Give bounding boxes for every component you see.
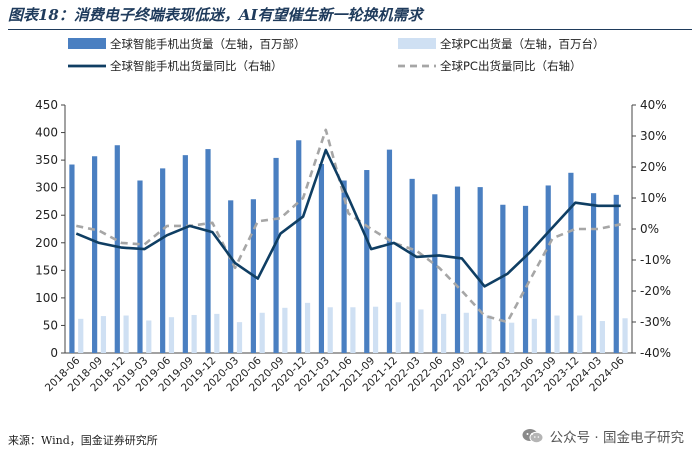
phone-shipment-bar [296, 140, 302, 353]
pc-shipment-bar [168, 317, 175, 353]
pc-shipment-bar [486, 315, 492, 353]
phone-shipment-bar [69, 164, 75, 353]
phone-shipment-bar [318, 163, 325, 353]
pc-shipment-bar [100, 316, 107, 353]
wechat-icon [522, 429, 544, 444]
legend-pc-yoy: 全球PC出货量同比（右轴） [398, 59, 581, 73]
phone-shipment-bar [228, 200, 234, 353]
right-tick-label: 20% [640, 160, 667, 174]
legend: 全球智能手机出货量（左轴，百万部） 全球PC出货量（左轴，百万台） 全球智能手机出货… [68, 37, 604, 73]
lines [75, 128, 621, 324]
phone-shipment-bar [522, 205, 529, 353]
phone-shipment-bar [364, 170, 370, 353]
source-note: 来源：Wind，国金证券研究所 [8, 434, 158, 447]
left-tick-label: 200 [35, 236, 58, 250]
title-row: 图表18：消费电子终端表现低迷，AI有望催生新一轮换机需求 [8, 4, 692, 28]
phone-yoy-line [75, 148, 621, 288]
chart: 全球智能手机出货量（左轴，百万部） 全球PC出货量（左轴，百万台） 全球智能手机出货… [35, 37, 671, 394]
legend-phone-yoy: 全球智能手机出货量同比（右轴） [68, 59, 283, 73]
pc-shipment-bar [599, 321, 605, 353]
right-tick-label: 30% [640, 129, 667, 143]
bars [69, 140, 628, 353]
legend-label: 全球智能手机出货量同比（右轴） [110, 59, 283, 73]
pc-shipment-bar [123, 315, 129, 353]
left-tick-label: 300 [35, 181, 58, 195]
phone-shipment-bar [160, 168, 166, 353]
pc-shipment-bar [146, 320, 152, 353]
left-tick-label: 350 [35, 153, 58, 167]
right-tick-label: -40% [640, 346, 671, 360]
legend-pc-shipment: 全球PC出货量（左轴，百万台） [398, 37, 604, 51]
right-tick-label: -10% [640, 253, 671, 267]
legend-swatch [68, 38, 106, 49]
legend-phone-shipment: 全球智能手机出货量（左轴，百万部） [68, 37, 306, 51]
pc-shipment-bar [418, 309, 424, 353]
pc-shipment-bar [78, 318, 84, 353]
phone-shipment-bar [114, 145, 120, 353]
pc-shipment-bar [304, 302, 311, 353]
phone-shipment-bar [273, 157, 279, 353]
watermark-text: 公众号 · 国金电子研究 [549, 430, 684, 446]
phone-shipment-bar [454, 186, 461, 353]
phone-shipment-bar [341, 180, 347, 353]
pc-shipment-bar [350, 307, 356, 353]
right-tick-label: 10% [640, 191, 667, 205]
pc-shipment-bar [395, 302, 401, 353]
pc-shipment-bar [327, 307, 333, 353]
legend-swatch [398, 38, 436, 49]
pc-yoy-line [76, 128, 621, 324]
x-axis-ticks: 2018-062018-092018-122019-032019-062019-… [43, 354, 627, 394]
phone-shipment-bar [545, 185, 551, 353]
pc-shipment-bar [622, 318, 628, 353]
pc-shipment-bar [372, 306, 379, 353]
title-divider [8, 29, 692, 30]
phone-shipment-bar [500, 204, 506, 353]
phone-shipment-bar [182, 155, 188, 353]
right-tick-label: 40% [640, 98, 667, 112]
pc-shipment-bar [577, 315, 583, 353]
phone-shipment-bar [590, 193, 597, 353]
phone-shipment-bar [137, 180, 143, 353]
chart-title: 图表18：消费电子终端表现低迷，AI有望催生新一轮换机需求 [8, 6, 423, 24]
right-tick-label: 0% [640, 222, 659, 236]
axes: 0 50 100 150 200 250 300 350 400 450 -40% -30% -20% -… [35, 98, 671, 360]
legend-label: 全球PC出货量（左轴，百万台） [440, 37, 604, 51]
phone-shipment-bar [613, 194, 619, 353]
pc-shipment-bar [191, 314, 197, 353]
left-tick-label: 400 [35, 126, 58, 140]
right-tick-label: -20% [640, 284, 671, 298]
left-tick-label: 250 [35, 208, 58, 222]
pc-shipment-bar [259, 312, 265, 353]
left-tick-label: 0 [50, 346, 58, 360]
phone-shipment-bar [568, 172, 574, 353]
watermark: 公众号 · 国金电子研究 [522, 426, 684, 446]
phone-shipment-bar [409, 178, 415, 353]
left-tick-label: 150 [35, 263, 58, 277]
pc-shipment-bar [441, 313, 447, 353]
phone-shipment-bar [432, 194, 438, 353]
phone-shipment-bar [205, 149, 211, 353]
phone-shipment-bar [386, 149, 393, 353]
legend-label: 全球智能手机出货量（左轴，百万部） [110, 37, 306, 51]
right-tick-label: -30% [640, 315, 671, 329]
phone-shipment-bar [477, 187, 483, 353]
left-tick-label: 100 [35, 291, 58, 305]
pc-shipment-bar [214, 313, 220, 353]
pc-shipment-bar [463, 312, 469, 353]
pc-shipment-bar [236, 322, 243, 353]
pc-shipment-bar [531, 318, 537, 353]
pc-shipment-bar [554, 315, 560, 353]
footer: 来源：Wind，国金证券研究所 公众号 · 国金电子研究 [8, 429, 698, 450]
pc-shipment-bar [509, 322, 515, 353]
phone-shipment-bar [92, 156, 98, 353]
left-tick-label: 450 [35, 98, 58, 112]
legend-label: 全球PC出货量同比（右轴） [440, 59, 581, 73]
pc-shipment-bar [282, 307, 288, 353]
left-tick-label: 50 [43, 318, 58, 332]
